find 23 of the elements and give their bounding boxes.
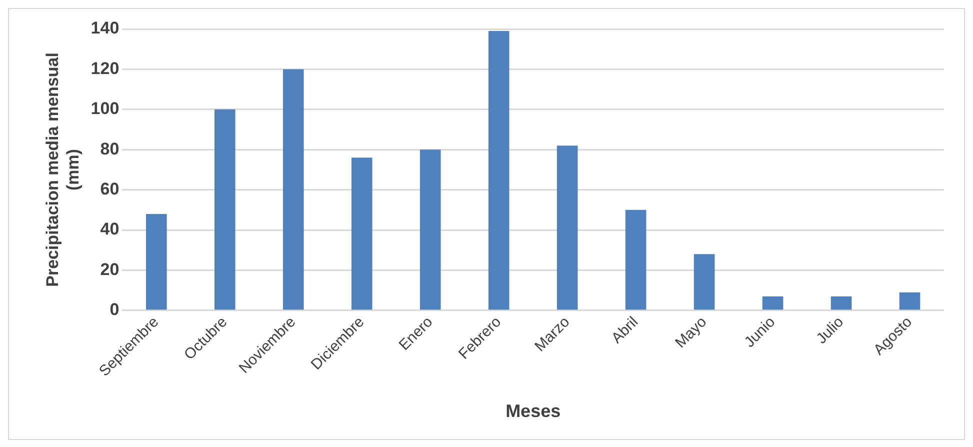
bar xyxy=(420,150,441,310)
y-tick-label: 0 xyxy=(110,300,120,320)
bar xyxy=(625,210,646,310)
bar xyxy=(556,146,578,310)
bar xyxy=(694,254,715,310)
y-tick-label: 80 xyxy=(100,139,120,158)
y-tick-label: 20 xyxy=(100,260,120,279)
bar xyxy=(282,69,304,310)
bar xyxy=(351,158,372,310)
bar xyxy=(899,292,920,310)
bar xyxy=(214,109,236,310)
bar xyxy=(762,296,784,310)
x-axis-title: Meses xyxy=(506,401,561,422)
y-tick-label: 60 xyxy=(100,180,120,199)
bar xyxy=(488,31,510,310)
y-tick-label: 140 xyxy=(90,18,120,38)
y-axis-title: Precipitacion media mensual (mm) xyxy=(42,52,82,287)
bar xyxy=(146,214,167,310)
bar xyxy=(830,296,852,310)
y-tick-label: 120 xyxy=(90,58,120,78)
y-tick-label: 40 xyxy=(100,220,120,239)
y-tick-label: 100 xyxy=(90,99,120,118)
x-tick-label: Julio xyxy=(813,314,848,348)
